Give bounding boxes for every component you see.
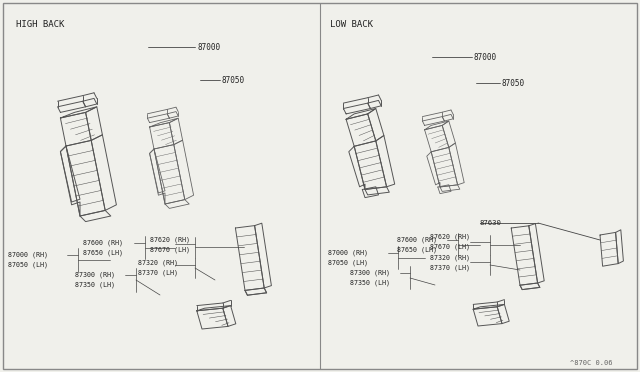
Text: 87300 (RH): 87300 (RH) bbox=[350, 270, 390, 276]
Text: 87300 (RH): 87300 (RH) bbox=[75, 272, 115, 278]
Text: ^870C 0.06: ^870C 0.06 bbox=[570, 360, 612, 366]
Text: 87000: 87000 bbox=[197, 42, 220, 51]
Text: 87050: 87050 bbox=[222, 76, 245, 84]
Text: 87000 (RH): 87000 (RH) bbox=[328, 250, 368, 256]
Text: 87600 (RH): 87600 (RH) bbox=[397, 237, 437, 243]
Text: 87650 (LH): 87650 (LH) bbox=[397, 247, 437, 253]
Text: 87630: 87630 bbox=[480, 220, 502, 226]
Text: LOW BACK: LOW BACK bbox=[330, 20, 373, 29]
Text: 87000: 87000 bbox=[474, 52, 497, 61]
Text: 87650 (LH): 87650 (LH) bbox=[83, 250, 123, 256]
Text: HIGH BACK: HIGH BACK bbox=[16, 20, 65, 29]
Text: 87370 (LH): 87370 (LH) bbox=[138, 270, 178, 276]
Text: 87670 (LH): 87670 (LH) bbox=[150, 247, 190, 253]
Text: 87600 (RH): 87600 (RH) bbox=[83, 240, 123, 246]
Text: 87620 (RH): 87620 (RH) bbox=[430, 234, 470, 240]
Text: 87320 (RH): 87320 (RH) bbox=[138, 260, 178, 266]
Text: 87370 (LH): 87370 (LH) bbox=[430, 265, 470, 271]
Text: 87320 (RH): 87320 (RH) bbox=[430, 255, 470, 261]
Text: 87620 (RH): 87620 (RH) bbox=[150, 237, 190, 243]
Text: 87050 (LH): 87050 (LH) bbox=[328, 260, 368, 266]
Text: 87050 (LH): 87050 (LH) bbox=[8, 262, 48, 268]
Text: 87350 (LH): 87350 (LH) bbox=[75, 282, 115, 288]
Text: 87350 (LH): 87350 (LH) bbox=[350, 280, 390, 286]
Text: 87000 (RH): 87000 (RH) bbox=[8, 252, 48, 258]
Text: 87050: 87050 bbox=[502, 78, 525, 87]
Text: 87670 (LH): 87670 (LH) bbox=[430, 244, 470, 250]
